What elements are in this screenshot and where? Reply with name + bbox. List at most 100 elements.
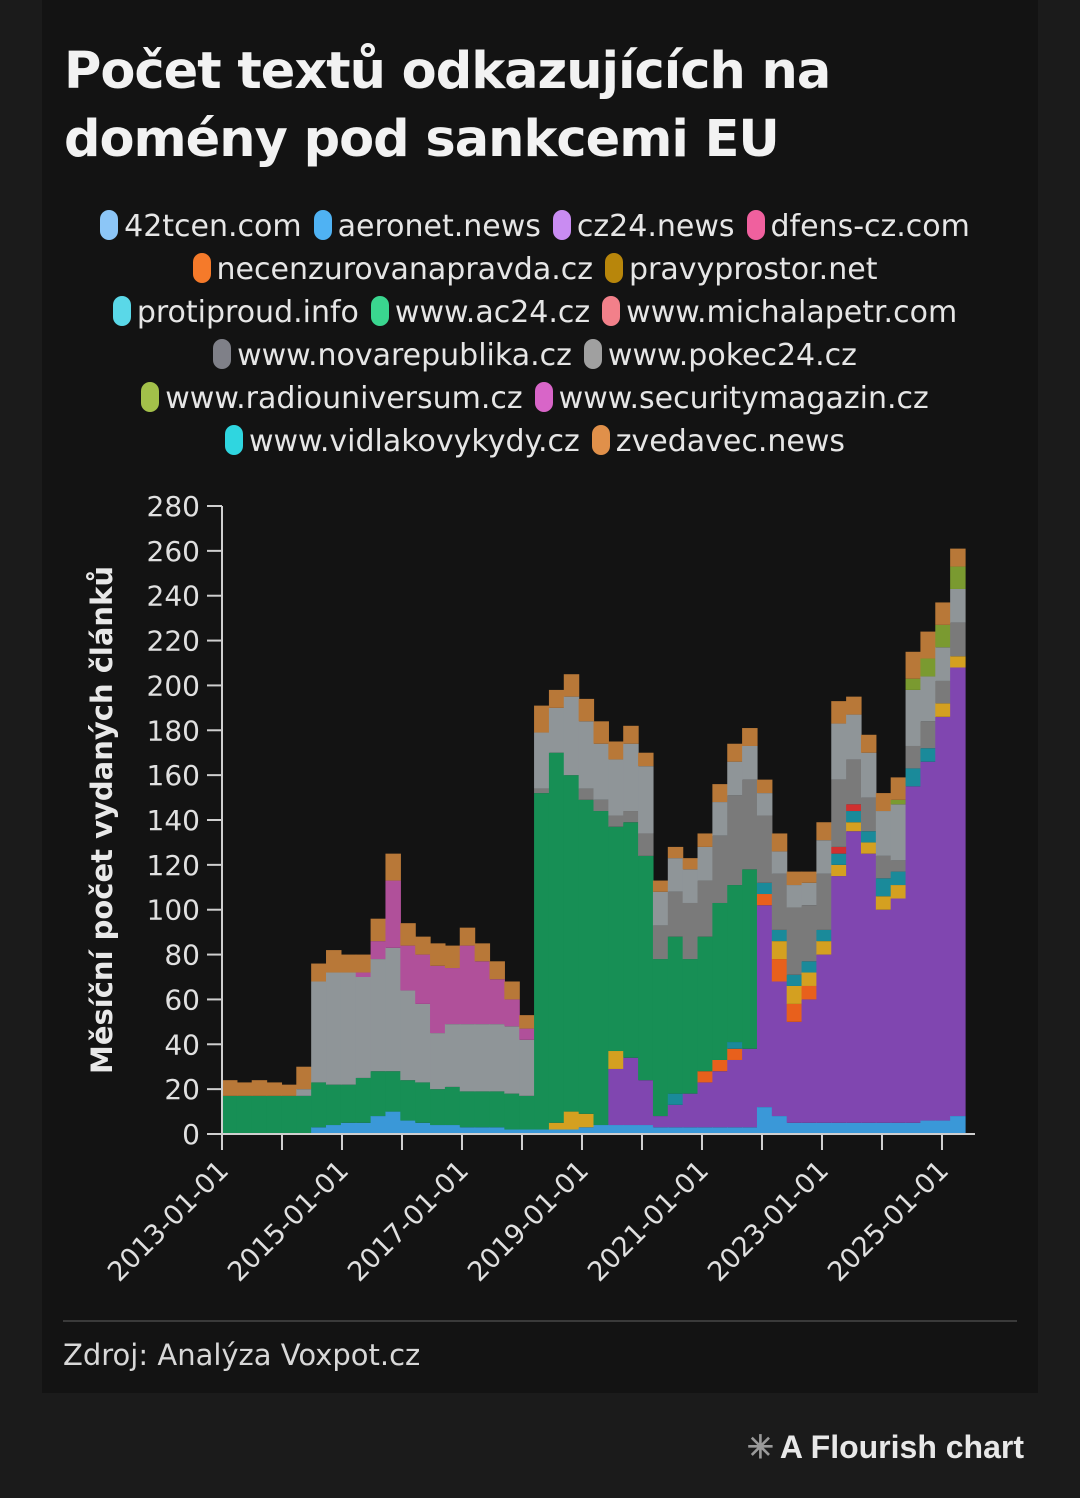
legend-swatch-icon bbox=[141, 382, 160, 412]
bar-segment bbox=[266, 1082, 283, 1096]
bar-segment bbox=[786, 1003, 803, 1022]
legend-item[interactable]: www.michalapetr.com bbox=[602, 291, 957, 334]
bar-segment bbox=[935, 703, 951, 717]
bar-segment bbox=[846, 714, 862, 760]
bar-segment bbox=[326, 950, 342, 973]
y-tick-label: 280 bbox=[147, 490, 200, 523]
bar-segment bbox=[905, 1122, 922, 1134]
bar-segment bbox=[638, 833, 654, 856]
legend-label: dfens-cz.com bbox=[770, 209, 970, 244]
bar-segment bbox=[935, 716, 951, 1121]
bar-segment bbox=[222, 1095, 238, 1134]
y-tick-label: 180 bbox=[147, 714, 200, 747]
bar-segment bbox=[697, 1071, 713, 1083]
legend-swatch-icon bbox=[534, 382, 553, 412]
legend-label: www.securitymagazin.cz bbox=[558, 381, 929, 416]
bar-segment bbox=[652, 1116, 669, 1128]
legend-label: protiproud.info bbox=[136, 295, 359, 330]
bar-segment bbox=[534, 793, 550, 1130]
bar-segment bbox=[370, 918, 387, 942]
legend-item[interactable]: www.radiouniversum.cz bbox=[141, 377, 523, 420]
bar-segment bbox=[697, 846, 713, 881]
bar-segment bbox=[638, 855, 654, 1081]
legend-item[interactable]: dfens-cz.com bbox=[746, 205, 970, 248]
bar-segment bbox=[326, 1084, 342, 1126]
legend-item[interactable]: www.vidlakovykydy.cz bbox=[224, 420, 580, 463]
y-tick-label: 240 bbox=[147, 580, 200, 613]
bar-segment bbox=[950, 622, 966, 657]
legend-item[interactable]: cz24.news bbox=[552, 205, 735, 248]
bar-segment bbox=[935, 624, 951, 648]
bar-segment bbox=[727, 761, 743, 796]
bar-segment bbox=[742, 1048, 758, 1128]
bar-segment bbox=[281, 1084, 297, 1096]
bar-segment bbox=[474, 1127, 491, 1134]
y-tick-label: 120 bbox=[147, 849, 200, 882]
y-tick-label: 60 bbox=[164, 983, 200, 1016]
bar-segment bbox=[727, 1059, 743, 1128]
bar-segment bbox=[415, 936, 431, 955]
bar-segment bbox=[444, 1125, 461, 1134]
legend-item[interactable]: www.securitymagazin.cz bbox=[534, 377, 929, 420]
bar-segment bbox=[771, 873, 788, 930]
bar-segment bbox=[771, 959, 788, 982]
bar-segment bbox=[623, 811, 639, 823]
bar-segment bbox=[608, 826, 624, 1052]
legend-item[interactable]: necenzurovanapravda.cz bbox=[192, 248, 593, 291]
legend-item[interactable]: www.pokec24.cz bbox=[583, 334, 857, 377]
legend-swatch-icon bbox=[591, 425, 610, 455]
legend-item[interactable]: zvedavec.news bbox=[591, 420, 846, 463]
x-tick-label: 2013-01-01 bbox=[102, 1155, 235, 1288]
bar-segment bbox=[831, 779, 847, 847]
bar-segment bbox=[623, 725, 639, 744]
legend-item[interactable]: pravyprostor.net bbox=[605, 248, 877, 291]
legend-item[interactable]: www.novarepublika.cz bbox=[213, 334, 572, 377]
bar-segment bbox=[519, 1039, 535, 1096]
bar-segment bbox=[727, 1048, 743, 1060]
bar-segment bbox=[459, 927, 476, 946]
bar-segment bbox=[905, 651, 922, 679]
bar-segment bbox=[682, 1093, 699, 1128]
legend-item[interactable]: protiproud.info bbox=[112, 291, 359, 334]
y-tick-label: 0 bbox=[182, 1118, 200, 1151]
legend-item[interactable]: www.ac24.cz bbox=[370, 291, 590, 334]
y-tick-label: 20 bbox=[164, 1073, 200, 1106]
legend-label: zvedavec.news bbox=[615, 424, 846, 459]
legend-item[interactable]: aeronet.news bbox=[313, 205, 541, 248]
bar-segment bbox=[950, 1116, 966, 1134]
bar-segment bbox=[860, 853, 877, 1123]
bar-segment bbox=[742, 779, 758, 870]
bar-segment bbox=[846, 804, 862, 812]
bar-segment bbox=[623, 1057, 639, 1126]
bar-segment bbox=[667, 1127, 684, 1134]
chart-title: Počet textů odkazujících na domény pod s… bbox=[64, 42, 831, 169]
bar-segment bbox=[504, 1129, 520, 1134]
y-tick-label: 80 bbox=[164, 939, 200, 972]
bar-segment bbox=[370, 941, 387, 960]
legend-item[interactable]: 42tcen.com bbox=[100, 205, 302, 248]
bar-segment bbox=[756, 793, 773, 816]
bar-segment bbox=[474, 961, 491, 1025]
bar-segment bbox=[355, 954, 372, 973]
x-tick-label: 2021-01-01 bbox=[582, 1155, 715, 1288]
bar-segment bbox=[534, 732, 550, 789]
bar-segment bbox=[727, 1042, 743, 1049]
flourish-label: A Flourish chart bbox=[779, 1429, 1024, 1465]
bar-segment bbox=[548, 707, 565, 753]
bar-segment bbox=[326, 1125, 342, 1134]
bar-segment bbox=[846, 811, 862, 823]
flourish-credit[interactable]: ✳ A Flourish chart bbox=[747, 1428, 1024, 1466]
bar-segment bbox=[905, 745, 922, 769]
bar-segment bbox=[801, 905, 817, 962]
bar-segment bbox=[638, 752, 654, 767]
chart-card bbox=[42, 0, 1038, 1393]
bar-segment bbox=[860, 734, 877, 753]
bar-segment bbox=[400, 1120, 416, 1134]
bar-segment bbox=[370, 959, 387, 1072]
bar-segment bbox=[578, 721, 595, 789]
bar-segment bbox=[786, 907, 803, 975]
bar-segment bbox=[950, 667, 966, 1117]
bar-segment bbox=[608, 759, 624, 816]
bar-segment bbox=[652, 925, 669, 960]
bar-segment bbox=[593, 799, 609, 812]
